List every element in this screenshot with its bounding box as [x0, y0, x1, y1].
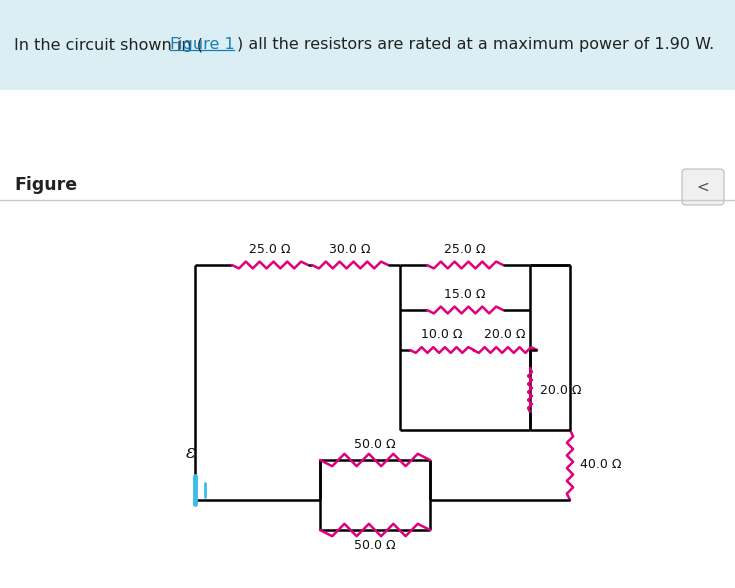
Text: 30.0 Ω: 30.0 Ω	[329, 243, 370, 256]
Text: ) all the resistors are rated at a maximum power of 1.90 W.: ) all the resistors are rated at a maxim…	[237, 38, 714, 52]
Text: Figure: Figure	[14, 176, 77, 194]
Text: 25.0 Ω: 25.0 Ω	[249, 243, 291, 256]
Text: <: <	[697, 179, 709, 195]
Text: In the circuit shown in (: In the circuit shown in (	[14, 38, 203, 52]
Bar	[0, 0, 735, 90]
Text: 20.0 Ω: 20.0 Ω	[540, 383, 581, 396]
Text: 50.0 Ω: 50.0 Ω	[354, 539, 396, 552]
Text: 40.0 Ω: 40.0 Ω	[580, 459, 622, 472]
Text: 15.0 Ω: 15.0 Ω	[444, 288, 486, 301]
FancyBboxPatch shape	[682, 169, 724, 205]
Text: 50.0 Ω: 50.0 Ω	[354, 438, 396, 451]
Text: 10.0 Ω: 10.0 Ω	[421, 328, 463, 341]
Text: ε: ε	[186, 444, 196, 462]
Text: 25.0 Ω: 25.0 Ω	[444, 243, 486, 256]
Text: Figure 1: Figure 1	[170, 38, 234, 52]
Text: 20.0 Ω: 20.0 Ω	[484, 328, 526, 341]
